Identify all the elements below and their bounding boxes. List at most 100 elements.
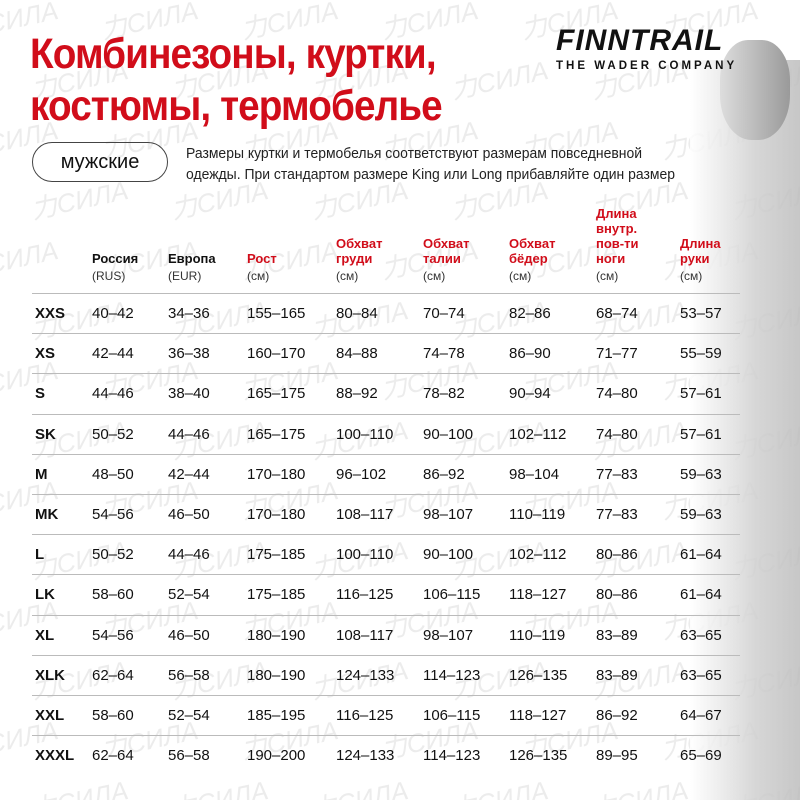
table-row: XS 42–44 36–38 160–170 84–88 74–78 86–90 71–77 5… [32,333,740,373]
column-header: Европа (EUR) [168,200,216,284]
table-cell: 61–64 [680,546,722,564]
table-cell: 44–46 [168,425,210,443]
size-note: Размеры куртки и термобелья соответствую… [186,143,675,185]
table-row: XXS 40–42 34–36 155–165 80–84 70–74 82–86 68–74… [32,293,740,333]
column-header-unit: (см) [247,269,270,283]
table-cell: 116–125 [336,707,394,724]
table-cell: 170–180 [247,465,306,483]
column-header-label: внутр. [596,221,638,236]
table-cell: 110–119 [509,626,566,644]
table-cell: 106–115 [423,707,481,724]
column-header: Обхват талии (см) [423,200,469,284]
table-cell: 80–86 [596,546,638,564]
table-cell: 56–58 [168,747,210,765]
table-cell: 64–67 [680,707,722,724]
table-cell: 54–56 [92,626,134,644]
category-badge: мужские [32,142,168,182]
size-label: S [35,385,46,403]
table-cell: 59–63 [680,465,722,483]
table-cell: 80–86 [596,586,638,604]
model-head-photo [720,40,790,140]
table-cell: 63–65 [680,626,722,644]
table-cell: 68–74 [596,305,638,322]
column-header: Длина внутр. пов-ти ноги (см) [596,200,638,284]
title-line-2: костюмы, термобелье [30,82,443,130]
table-cell: 38–40 [168,385,210,403]
size-label: XXL [35,707,65,724]
table-cell: 40–42 [92,305,134,322]
table-cell: 100–110 [336,425,394,443]
brand-tagline: THE WADER COMPANY [556,60,738,72]
column-header-unit: (см) [596,269,619,283]
model-photo [690,60,800,800]
table-cell: 65–69 [680,747,722,765]
column-header-label: Длина [680,236,721,251]
table-cell: 71–77 [596,345,638,363]
table-cell: 110–119 [509,506,566,523]
table-cell: 118–127 [509,586,567,604]
size-label: M [35,465,48,483]
size-label: L [35,546,45,564]
table-cell: 77–83 [596,506,638,523]
table-cell: 34–36 [168,305,210,322]
brand-logo: FINNTRAIL THE WADER COMPANY [556,24,737,72]
table-cell: 180–190 [247,666,306,684]
table-cell: 165–175 [247,425,306,443]
column-header-label: руки [680,251,710,266]
table-cell: 98–107 [423,506,474,523]
table-cell: 46–50 [168,506,210,523]
column-header: Обхват груди (см) [336,200,382,284]
column-header-label: Россия [92,251,139,266]
table-row: S 44–46 38–40 165–175 88–92 78–82 90–94 74–80 57… [32,373,740,413]
table-row: L 50–52 44–46 175–185 100–110 90–100 102–112 80… [32,534,740,574]
table-cell: 106–115 [423,586,481,604]
table-cell: 175–185 [247,586,306,604]
column-header-label: Обхват [509,236,556,251]
table-cell: 124–133 [336,747,395,765]
table-cell: 84–88 [336,345,378,363]
size-label: XS [35,345,56,363]
table-cell: 50–52 [92,425,134,443]
table-cell: 165–175 [247,385,306,403]
table-row: XXL 58–60 52–54 185–195 116–125 106–115 118–12… [32,695,740,735]
size-label: SK [35,425,56,443]
table-cell: 57–61 [680,385,722,403]
column-header-label: Рост [247,251,277,266]
column-header-unit: (EUR) [168,269,202,283]
table-cell: 58–60 [92,586,134,604]
table-cell: 48–50 [92,465,134,483]
table-row: MK 54–56 46–50 170–180 108–117 98–107 110–119 7… [32,494,740,534]
table-row: XLK 62–64 56–58 180–190 124–133 114–123 126–13… [32,654,740,695]
table-row: M 48–50 42–44 170–180 96–102 86–92 98–104 77–83… [32,453,740,494]
table-cell: 36–38 [168,345,210,363]
table-cell: 124–133 [336,666,395,684]
table-cell: 53–57 [680,305,722,322]
table-cell: 126–135 [509,747,568,765]
table-cell: 89–95 [596,747,638,765]
note-line-2: одежды. При стандартом размере King или … [186,166,675,183]
table-cell: 70–74 [423,305,465,322]
table-cell: 52–54 [168,707,210,724]
table-cell: 77–83 [596,465,638,483]
table-cell: 52–54 [168,586,210,604]
column-header-label: груди [336,251,373,266]
column-header-unit: (см) [423,269,446,283]
table-cell: 61–64 [680,586,722,604]
table-row: LK 58–60 52–54 175–185 116–125 106–115 118–127… [32,574,740,614]
page-title: Комбинезоны, куртки, костюмы, термобелье [30,28,443,132]
table-cell: 42–44 [168,465,210,483]
table-cell: 180–190 [247,626,306,644]
table-cell: 90–100 [423,546,474,564]
column-header-unit: (см) [680,269,703,283]
table-cell: 83–89 [596,626,638,644]
table-row: XL 54–56 46–50 180–190 108–117 98–107 110–119 8… [32,614,740,655]
table-cell: 86–92 [423,465,465,483]
column-header: Россия (RUS) [92,200,138,284]
table-cell: 50–52 [92,546,134,564]
column-header-label: Европа [168,251,216,266]
table-cell: 90–100 [423,425,474,443]
size-label: XLK [35,666,65,684]
table-cell: 46–50 [168,626,210,644]
table-cell: 155–165 [247,305,306,322]
table-row: SK 50–52 44–46 165–175 100–110 90–100 102–112 7… [32,413,740,454]
